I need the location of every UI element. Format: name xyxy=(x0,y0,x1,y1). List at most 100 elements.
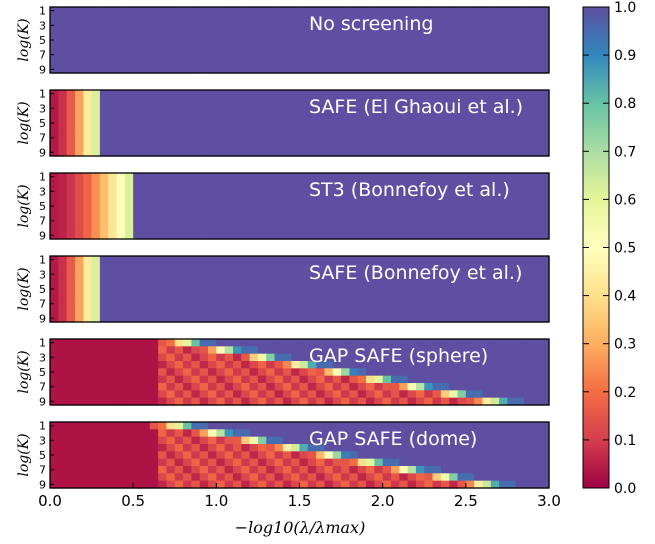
heatmap-cell xyxy=(465,473,475,482)
heatmap-cell xyxy=(457,436,467,445)
heatmap-cell xyxy=(124,36,134,45)
heatmap-cell xyxy=(382,368,392,377)
heatmap-cell xyxy=(490,90,500,98)
heatmap-cell xyxy=(291,292,301,301)
heatmap-cell xyxy=(399,209,409,218)
heatmap-cell xyxy=(524,339,533,347)
heatmap-cell xyxy=(515,43,525,52)
heatmap-cell xyxy=(474,422,484,430)
heatmap-cell xyxy=(440,7,450,15)
heatmap-cell xyxy=(482,339,492,347)
heatmap-cell xyxy=(307,285,317,294)
heatmap-cell xyxy=(241,422,251,430)
heatmap-cell xyxy=(332,397,342,406)
heatmap-cell xyxy=(307,422,317,430)
heatmap-cell xyxy=(341,339,350,347)
heatmap-cell xyxy=(474,231,484,240)
heatmap-cell xyxy=(432,397,442,406)
heatmap-cell xyxy=(465,480,475,489)
heatmap-cell xyxy=(382,134,392,142)
heatmap-cell xyxy=(482,480,492,489)
heatmap-cell xyxy=(149,346,159,355)
heatmap-cell xyxy=(149,195,159,203)
heatmap-cell xyxy=(390,397,400,406)
heatmap-cell xyxy=(124,353,134,362)
heatmap-cell xyxy=(357,480,367,489)
heatmap-cell xyxy=(532,375,542,384)
heatmap-cell xyxy=(174,21,184,30)
heatmap-cell xyxy=(316,339,326,347)
heatmap-cell xyxy=(124,90,134,98)
heatmap-cell xyxy=(183,383,192,391)
heatmap-cell xyxy=(407,466,417,474)
heatmap-cell xyxy=(249,444,259,452)
heatmap-cell xyxy=(66,480,76,489)
heatmap-cell xyxy=(432,7,442,15)
heatmap-cell xyxy=(357,104,367,113)
heatmap-cell xyxy=(174,7,184,15)
heatmap-cell xyxy=(440,224,450,233)
heatmap-cell xyxy=(99,383,109,391)
heatmap-cell xyxy=(208,383,217,391)
heatmap-cell xyxy=(366,7,375,15)
heatmap-cell xyxy=(415,29,425,37)
heatmap-cell xyxy=(307,314,317,323)
heatmap-cell xyxy=(91,141,101,150)
heatmap-cell xyxy=(266,173,276,181)
heatmap-cell xyxy=(241,195,251,203)
heatmap-cell xyxy=(415,224,425,233)
heatmap-cell xyxy=(274,270,284,279)
heatmap-cell xyxy=(124,375,134,384)
heatmap-cell xyxy=(349,339,359,347)
heatmap-cell xyxy=(232,104,242,113)
heatmap-cell xyxy=(415,195,425,203)
heatmap-cell xyxy=(166,29,176,37)
heatmap-cell xyxy=(332,361,342,369)
heatmap-cell xyxy=(274,353,284,362)
heatmap-cell xyxy=(249,141,259,150)
heatmap-cell xyxy=(282,148,292,157)
heatmap-cell xyxy=(465,209,475,218)
heatmap-cell xyxy=(482,51,492,59)
heatmap-cell xyxy=(424,134,434,142)
heatmap-cell xyxy=(282,444,292,452)
heatmap-cell xyxy=(191,65,201,74)
heatmap-cell xyxy=(183,353,192,362)
heatmap-cell xyxy=(332,14,342,23)
heatmap-cell xyxy=(50,375,59,384)
heatmap-cell xyxy=(91,285,101,294)
heatmap-cell xyxy=(266,90,276,98)
heatmap-cell xyxy=(108,209,118,218)
heatmap-cell xyxy=(374,90,384,98)
heatmap-cell xyxy=(166,361,176,369)
heatmap-cell xyxy=(540,202,550,211)
heatmap-cell xyxy=(390,43,400,52)
heatmap-cell xyxy=(274,65,284,74)
heatmap-cell xyxy=(50,346,59,355)
heatmap-cell xyxy=(532,231,542,240)
heatmap-cell xyxy=(274,292,284,301)
heatmap-cell xyxy=(515,458,525,467)
heatmap-cell xyxy=(141,231,151,240)
heatmap-cell xyxy=(249,202,259,211)
heatmap-cell xyxy=(174,134,184,142)
heatmap-cell xyxy=(299,368,309,377)
heatmap-cell xyxy=(199,195,209,203)
heatmap-cell xyxy=(66,375,76,384)
heatmap-cell xyxy=(324,173,334,181)
heatmap-cell xyxy=(191,368,201,377)
heatmap-cell xyxy=(83,112,93,120)
heatmap-cell xyxy=(366,202,375,211)
heatmap-cell xyxy=(457,346,467,355)
heatmap-cell xyxy=(174,148,184,157)
heatmap-cell xyxy=(490,195,500,203)
heatmap-cell xyxy=(465,202,475,211)
heatmap-cell xyxy=(274,263,284,272)
heatmap-cell xyxy=(133,361,143,369)
heatmap-cell xyxy=(307,270,317,279)
heatmap-cell xyxy=(266,480,276,489)
heatmap-cell xyxy=(424,383,434,391)
heatmap-cell xyxy=(382,187,392,196)
heatmap-cell xyxy=(540,195,550,203)
heatmap-cell xyxy=(349,43,359,52)
